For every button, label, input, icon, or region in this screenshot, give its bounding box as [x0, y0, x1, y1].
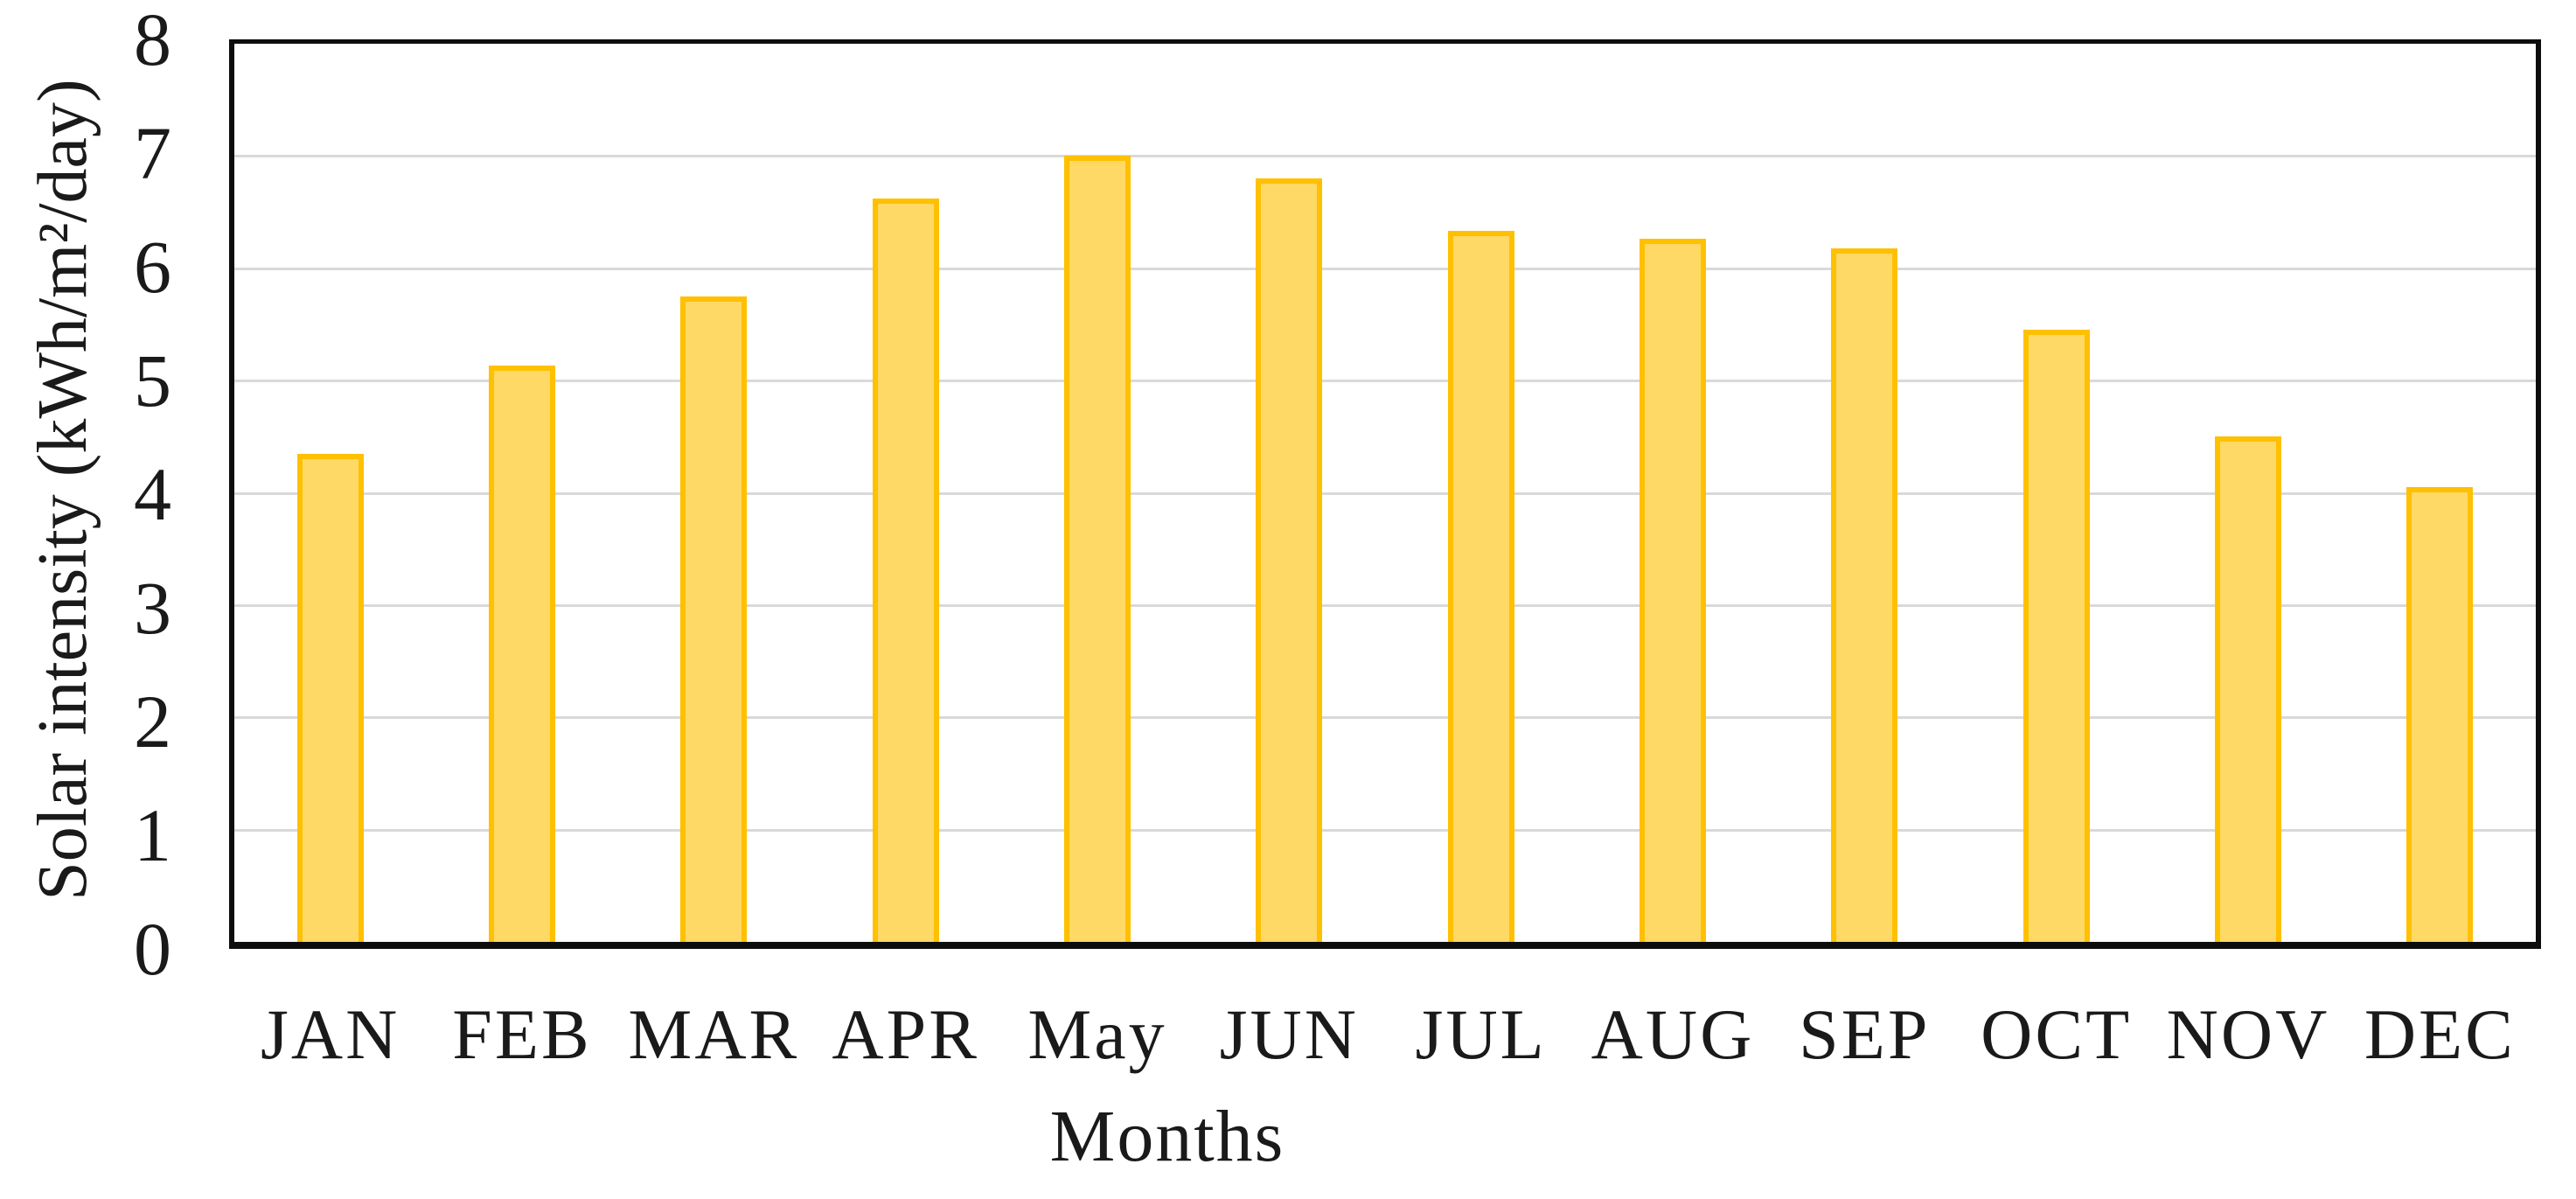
x-tick-label-may: May — [1027, 994, 1167, 1074]
x-tick-label-sep: SEP — [1799, 994, 1931, 1074]
x-tick-label-mar: MAR — [628, 994, 800, 1074]
x-tick-label-aug: AUG — [1591, 994, 1755, 1074]
bar-apr — [872, 199, 939, 942]
y-tick-label-5: 5 — [134, 338, 171, 422]
bar-dec — [2406, 487, 2474, 942]
y-tick-label-0: 0 — [134, 907, 171, 991]
y-tick-label-8: 8 — [134, 0, 171, 81]
bar-may — [1064, 156, 1131, 942]
x-tick-label-oct: OCT — [1981, 994, 2133, 1074]
x-tick-label-jan: JAN — [260, 994, 400, 1074]
bar-aug — [1640, 239, 1706, 942]
x-tick-label-jun: JUN — [1219, 994, 1360, 1074]
gridline-y-2 — [234, 716, 2536, 720]
y-tick-label-4: 4 — [134, 452, 171, 536]
bar-mar — [680, 296, 748, 942]
bar-jan — [296, 454, 364, 942]
bar-feb — [489, 366, 555, 942]
plot-area — [229, 39, 2541, 949]
x-tick-label-feb: FEB — [452, 994, 592, 1074]
y-tick-label-3: 3 — [134, 566, 171, 650]
x-tick-label-dec: DEC — [2364, 994, 2516, 1074]
bar-sep — [1831, 248, 1898, 942]
gridline-y-3 — [234, 603, 2536, 607]
x-tick-label-apr: APR — [832, 994, 979, 1074]
gridline-y-5 — [234, 380, 2536, 383]
bar-oct — [2023, 330, 2090, 942]
gridline-y-4 — [234, 491, 2536, 495]
x-axis-title: Months — [1049, 1096, 1285, 1177]
bar-jul — [1447, 231, 1514, 942]
gridline-y-1 — [234, 828, 2536, 832]
x-tick-label-jul: JUL — [1415, 994, 1547, 1074]
y-tick-label-2: 2 — [134, 680, 171, 763]
gridline-y-6 — [234, 267, 2536, 270]
y-tick-label-6: 6 — [134, 225, 171, 309]
bar-nov — [2215, 436, 2281, 942]
gridline-y-7 — [234, 155, 2536, 158]
y-tick-label-7: 7 — [134, 111, 171, 195]
y-tick-label-1: 1 — [134, 793, 171, 877]
bar-jun — [1256, 178, 1323, 942]
x-tick-label-nov: NOV — [2166, 994, 2330, 1074]
